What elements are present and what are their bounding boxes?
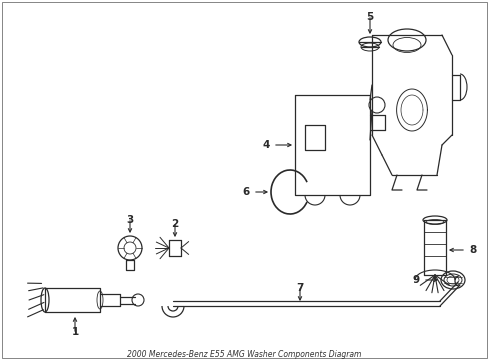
Text: 2000 Mercedes-Benz E55 AMG Washer Components Diagram: 2000 Mercedes-Benz E55 AMG Washer Compon…: [127, 350, 361, 359]
Text: 5: 5: [366, 12, 373, 22]
Text: 7: 7: [296, 283, 303, 293]
Text: 1: 1: [71, 327, 79, 337]
Text: 4: 4: [262, 140, 269, 150]
Text: 8: 8: [468, 245, 475, 255]
Text: 9: 9: [412, 275, 419, 285]
Text: 2: 2: [171, 219, 178, 229]
Text: 6: 6: [242, 187, 249, 197]
Text: 3: 3: [126, 215, 133, 225]
